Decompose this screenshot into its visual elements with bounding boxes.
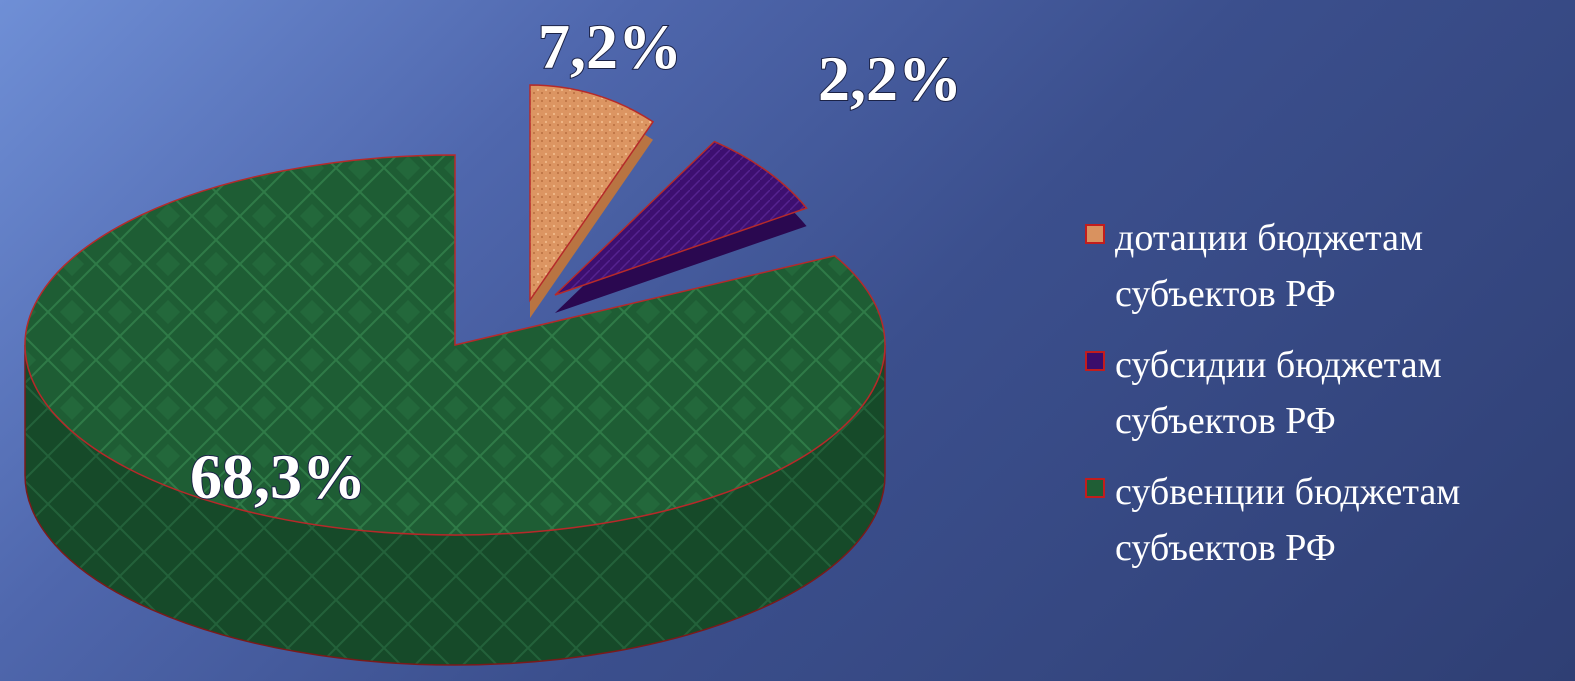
slice-subvencii-top — [24, 154, 886, 536]
slice-subsidii — [554, 140, 808, 313]
slice-subvencii-label: 68,3% — [190, 441, 366, 512]
legend-swatch-subvencii — [1085, 478, 1105, 498]
legend: дотации бюджетам субъектов РФ субсидии б… — [1085, 210, 1565, 591]
legend-label-subvencii: субвенции бюджетам субъектов РФ — [1115, 471, 1461, 569]
legend-swatch-subsidii — [1085, 351, 1105, 371]
slice-subvencii — [24, 154, 886, 666]
legend-item-subsidii: субсидии бюджетам субъектов РФ — [1085, 337, 1565, 449]
slice-subsidii-top — [554, 140, 808, 296]
slice-dotacii-label: 7,2% — [538, 11, 682, 82]
slice-subsidii-label: 2,2% — [818, 43, 962, 114]
legend-label-subsidii: субсидии бюджетам субъектов РФ — [1115, 344, 1442, 442]
legend-item-subvencii: субвенции бюджетам субъектов РФ — [1085, 464, 1565, 576]
legend-swatch-dotacii — [1085, 224, 1105, 244]
legend-label-dotacii: дотации бюджетам субъектов РФ — [1115, 217, 1424, 315]
slice-dotacii-top — [529, 84, 655, 303]
legend-item-dotacii: дотации бюджетам субъектов РФ — [1085, 210, 1565, 322]
slice-dotacii — [529, 84, 655, 318]
